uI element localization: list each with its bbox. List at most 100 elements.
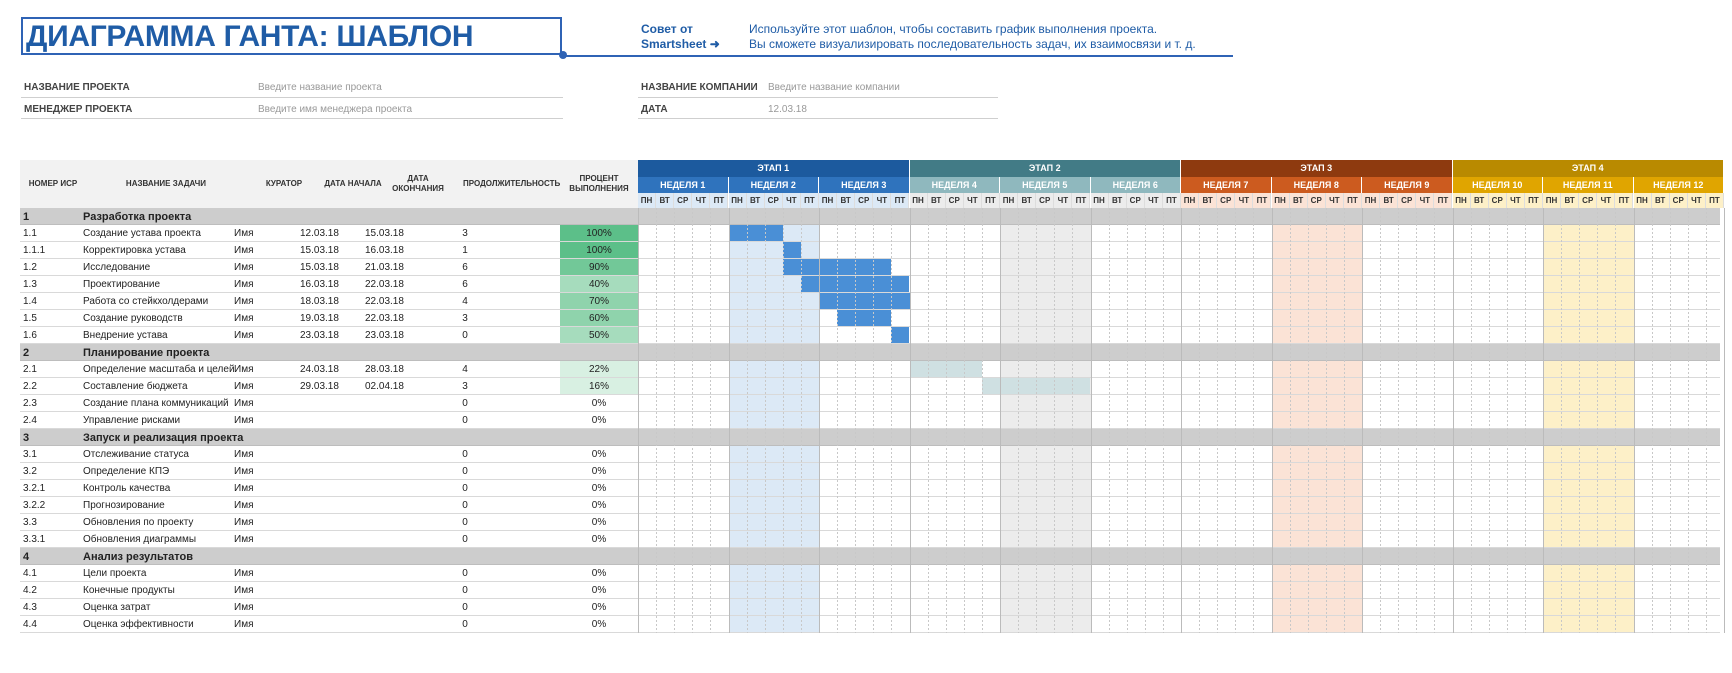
duration-cell[interactable]: 0 bbox=[462, 602, 468, 613]
start-date-cell[interactable]: 18.03.18 bbox=[300, 296, 339, 307]
wbs-cell[interactable]: 4.4 bbox=[23, 619, 37, 630]
duration-cell[interactable]: 0 bbox=[462, 415, 468, 426]
date-field[interactable]: 12.03.18 bbox=[768, 104, 807, 115]
week-header-7[interactable]: НЕДЕЛЯ 7 bbox=[1181, 177, 1272, 193]
stage-header-4[interactable]: ЭТАП 4 bbox=[1452, 160, 1724, 177]
gantt-bar[interactable] bbox=[837, 310, 892, 326]
table-row[interactable]: 3.2 Определение КПЭ Имя 0 0% bbox=[20, 463, 1720, 480]
table-row[interactable]: 2.4 Управление рисками Имя 0 0% bbox=[20, 412, 1720, 429]
stage-header-2[interactable]: ЭТАП 2 bbox=[909, 160, 1181, 177]
percent-complete-cell[interactable]: 0% bbox=[591, 585, 607, 596]
table-row[interactable]: 2.3 Создание плана коммуникаций Имя 0 0% bbox=[20, 395, 1720, 412]
percent-complete-cell[interactable]: 0% bbox=[591, 466, 607, 477]
task-name-cell[interactable]: Запуск и реализация проекта bbox=[83, 432, 244, 444]
column-header-duration[interactable]: ПРОДОЛЖИТЕЛЬНОСТЬ bbox=[463, 179, 561, 188]
task-name-cell[interactable]: Определение масштаба и целей bbox=[83, 364, 235, 375]
wbs-cell[interactable]: 2 bbox=[23, 347, 30, 359]
duration-cell[interactable]: 4 bbox=[462, 364, 468, 375]
task-name-cell[interactable]: Создание руководств bbox=[83, 313, 183, 324]
start-date-cell[interactable] bbox=[300, 599, 362, 615]
table-row[interactable]: 1.6 Внедрение устава Имя 23.03.18 23.03.18 0 5… bbox=[20, 327, 1720, 344]
start-date-cell[interactable] bbox=[300, 497, 362, 513]
wbs-cell[interactable]: 1 bbox=[23, 211, 30, 223]
owner-cell[interactable]: Имя bbox=[234, 466, 254, 477]
start-date-cell[interactable] bbox=[300, 514, 362, 530]
wbs-cell[interactable]: 1.4 bbox=[23, 296, 37, 307]
duration-cell[interactable]: 0 bbox=[462, 330, 468, 341]
table-row[interactable]: 4.4 Оценка эффективности Имя 0 0% bbox=[20, 616, 1720, 633]
owner-cell[interactable]: Имя bbox=[234, 296, 254, 307]
percent-complete-cell[interactable]: 0% bbox=[591, 517, 607, 528]
duration-cell[interactable]: 4 bbox=[462, 296, 468, 307]
wbs-cell[interactable]: 4 bbox=[23, 551, 30, 563]
task-name-cell[interactable]: Создание плана коммуникаций bbox=[83, 398, 229, 409]
percent-complete-cell[interactable]: 40% bbox=[560, 276, 638, 292]
week-header-3[interactable]: НЕДЕЛЯ 3 bbox=[819, 177, 910, 193]
wbs-cell[interactable]: 1.5 bbox=[23, 313, 37, 324]
task-name-cell[interactable]: Прогнозирование bbox=[83, 500, 165, 511]
table-row[interactable]: 3.3.1 Обновления диаграммы Имя 0 0% bbox=[20, 531, 1720, 548]
task-name-cell[interactable]: Обновления диаграммы bbox=[83, 534, 197, 545]
gantt-bar[interactable] bbox=[819, 293, 910, 309]
wbs-cell[interactable]: 4.3 bbox=[23, 602, 37, 613]
end-date-cell[interactable]: 16.03.18 bbox=[365, 245, 404, 256]
table-row[interactable]: 1.5 Создание руководств Имя 19.03.18 22.03.1… bbox=[20, 310, 1720, 327]
duration-cell[interactable]: 0 bbox=[462, 534, 468, 545]
task-name-cell[interactable]: Корректировка устава bbox=[83, 245, 186, 256]
week-header-5[interactable]: НЕДЕЛЯ 5 bbox=[1000, 177, 1091, 193]
table-row[interactable]: 3.2.1 Контроль качества Имя 0 0% bbox=[20, 480, 1720, 497]
start-date-cell[interactable] bbox=[300, 446, 362, 462]
wbs-cell[interactable]: 3.3 bbox=[23, 517, 37, 528]
owner-cell[interactable]: Имя bbox=[234, 585, 254, 596]
duration-cell[interactable]: 1 bbox=[462, 245, 468, 256]
week-header-10[interactable]: НЕДЕЛЯ 10 bbox=[1452, 177, 1543, 193]
owner-cell[interactable]: Имя bbox=[234, 381, 254, 392]
table-row[interactable]: 1.1.1 Корректировка устава Имя 15.03.18 16.0… bbox=[20, 242, 1720, 259]
wbs-cell[interactable]: 1.2 bbox=[23, 262, 37, 273]
task-name-cell[interactable]: Внедрение устава bbox=[83, 330, 168, 341]
owner-cell[interactable]: Имя bbox=[234, 279, 254, 290]
wbs-cell[interactable]: 1.1.1 bbox=[23, 245, 46, 256]
end-date-cell[interactable]: 28.03.18 bbox=[365, 364, 404, 375]
duration-cell[interactable]: 0 bbox=[462, 500, 468, 511]
table-row[interactable]: 2.2 Составление бюджета Имя 29.03.18 02.04.1… bbox=[20, 378, 1720, 395]
end-date-cell[interactable] bbox=[365, 616, 427, 632]
percent-complete-cell[interactable]: 0% bbox=[591, 483, 607, 494]
task-name-cell[interactable]: Исследование bbox=[83, 262, 151, 273]
percent-complete-cell[interactable]: 50% bbox=[560, 327, 638, 343]
start-date-cell[interactable]: 23.03.18 bbox=[300, 330, 339, 341]
week-header-4[interactable]: НЕДЕЛЯ 4 bbox=[909, 177, 1000, 193]
start-date-cell[interactable]: 24.03.18 bbox=[300, 364, 339, 375]
owner-cell[interactable]: Имя bbox=[234, 364, 254, 375]
company-name-field[interactable]: Введите название компании bbox=[768, 82, 900, 93]
percent-complete-cell[interactable]: 90% bbox=[560, 259, 638, 275]
column-header-task[interactable]: НАЗВАНИЕ ЗАДАЧИ bbox=[125, 179, 207, 188]
week-header-9[interactable]: НЕДЕЛЯ 9 bbox=[1362, 177, 1453, 193]
start-date-cell[interactable]: 12.03.18 bbox=[300, 228, 339, 239]
end-date-cell[interactable] bbox=[365, 480, 427, 496]
task-name-cell[interactable]: Оценка затрат bbox=[83, 602, 151, 613]
end-date-cell[interactable] bbox=[365, 497, 427, 513]
duration-cell[interactable]: 0 bbox=[462, 568, 468, 579]
percent-complete-cell[interactable]: 0% bbox=[591, 568, 607, 579]
end-date-cell[interactable] bbox=[365, 463, 427, 479]
owner-cell[interactable]: Имя bbox=[234, 534, 254, 545]
wbs-cell[interactable]: 4.1 bbox=[23, 568, 37, 579]
week-header-11[interactable]: НЕДЕЛЯ 11 bbox=[1543, 177, 1634, 193]
start-date-cell[interactable] bbox=[300, 480, 362, 496]
duration-cell[interactable]: 0 bbox=[462, 398, 468, 409]
group-row[interactable]: 1 Разработка проекта bbox=[20, 208, 1720, 225]
owner-cell[interactable]: Имя bbox=[234, 619, 254, 630]
column-header-start[interactable]: ДАТА НАЧАЛА bbox=[324, 179, 382, 188]
end-date-cell[interactable]: 15.03.18 bbox=[365, 228, 404, 239]
wbs-cell[interactable]: 2.2 bbox=[23, 381, 37, 392]
percent-complete-cell[interactable]: 0% bbox=[591, 415, 607, 426]
start-date-cell[interactable] bbox=[300, 395, 362, 411]
task-name-cell[interactable]: Оценка эффективности bbox=[83, 619, 194, 630]
project-manager-field[interactable]: Введите имя менеджера проекта bbox=[258, 104, 412, 115]
group-row[interactable]: 3 Запуск и реализация проекта bbox=[20, 429, 1720, 446]
smartsheet-tip-label[interactable]: Совет от Smartsheet ➜ bbox=[641, 22, 720, 52]
percent-complete-cell[interactable]: 0% bbox=[591, 398, 607, 409]
group-row[interactable]: 2 Планирование проекта bbox=[20, 344, 1720, 361]
end-date-cell[interactable] bbox=[365, 446, 427, 462]
